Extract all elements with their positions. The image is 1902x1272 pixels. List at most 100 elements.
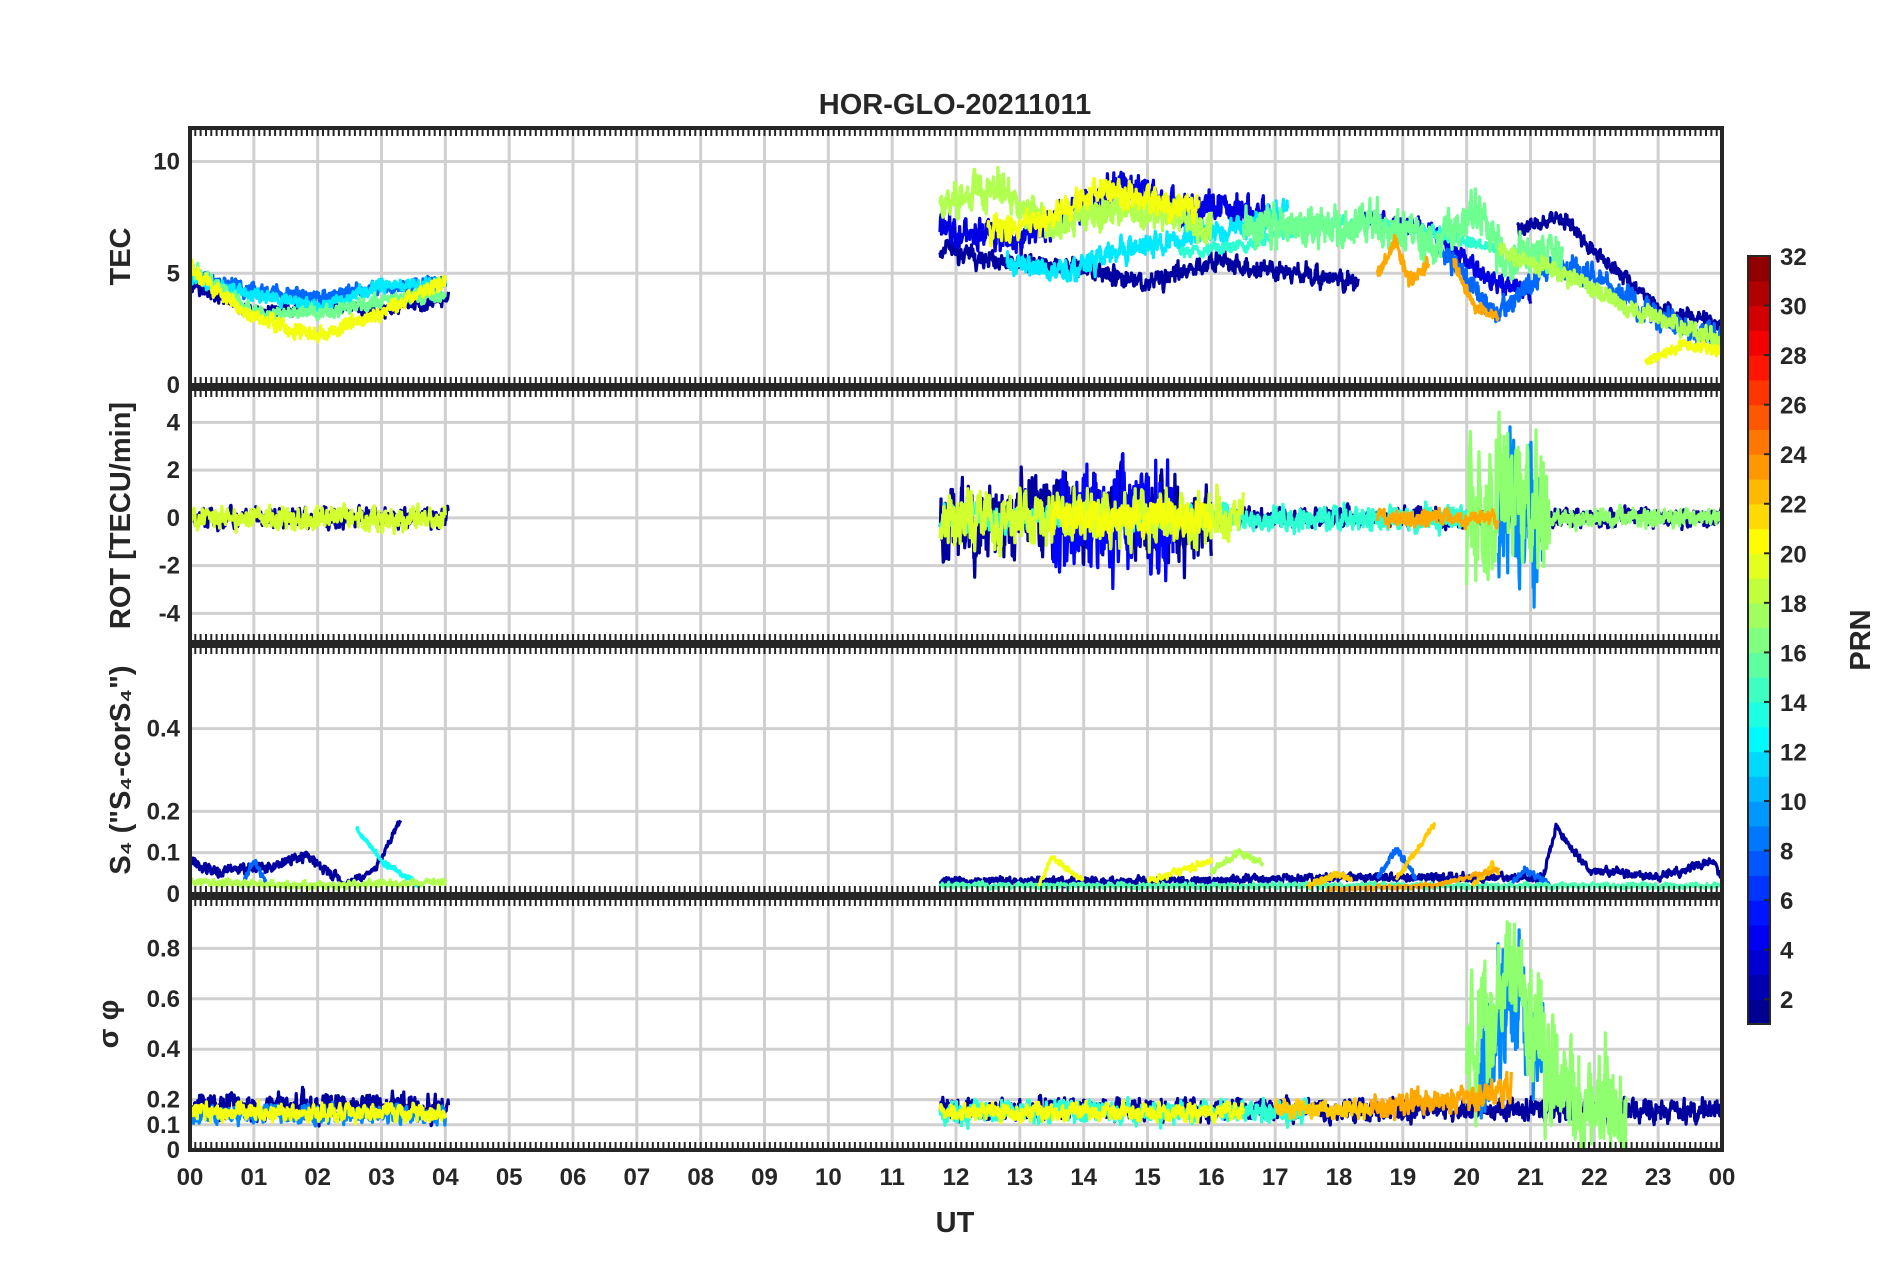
colorbar-tick-label: 4 [1780,938,1794,965]
colorbar-cell [1748,355,1770,381]
y-axis-label-tec: TEC [105,227,137,285]
series-line-prn-17 [1465,410,1552,586]
colorbar-tick-label: 32 [1780,244,1807,271]
colorbar-cell [1748,627,1770,653]
series-line-prn-23 [1369,1070,1513,1122]
colorbar-label: PRN [1845,609,1877,670]
series-group [190,920,1722,1150]
x-tick-label: 12 [943,1164,970,1191]
colorbar-tick-label: 20 [1780,541,1807,568]
x-tick-label: 01 [240,1164,267,1191]
colorbar-tick-label: 28 [1780,343,1807,370]
colorbar-cell [1748,677,1770,703]
colorbar-cell [1748,701,1770,728]
x-tick-label: 22 [1581,1164,1608,1191]
colorbar-cell [1748,280,1770,307]
y-axis-label-rot: ROT [TECU/min] [105,402,137,629]
y-tick-label: 0.2 [147,1087,180,1114]
colorbar-cell [1748,999,1770,1025]
y-tick-label: 5 [167,260,180,287]
colorbar-cell [1748,429,1770,455]
colorbar-tick-label: 22 [1780,492,1807,519]
panel-s4: 0 0.1 0.2 0.4 S₄ ("S₄-corS₄") [105,644,1724,908]
series-line-prn-20 [1146,856,1213,884]
series-line-prn-18 [190,877,447,891]
colorbar-cell [1748,875,1770,901]
colorbar-cell [1748,726,1770,753]
series-line-prn-18 [938,165,1213,245]
colorbar-cell [1748,850,1770,876]
x-tick-label: 18 [1326,1164,1353,1191]
x-tick-label: 20 [1453,1164,1480,1191]
series-line-prn-8 [239,858,268,889]
colorbar-cell [1748,652,1770,678]
x-tick-label: 06 [560,1164,587,1191]
y-tick-label: 0.1 [147,1112,180,1139]
x-tick-label: 17 [1262,1164,1289,1191]
y-tick-label: 0.6 [147,986,180,1013]
y-tick-label: 4 [167,409,181,436]
series-line-prn-8 [1509,865,1552,889]
colorbar-cell [1748,776,1770,802]
series-line-prn-23 [1452,258,1500,322]
series-line-prn-8 [1375,847,1418,881]
series-line-prn-19 [190,502,447,536]
series-line-prn-2 [190,850,345,887]
x-tick-label: 13 [1006,1164,1033,1191]
series-group [190,410,1722,609]
colorbar-cell [1748,553,1770,579]
y-tick-label: 2 [167,457,180,484]
series-line-prn-20 [1050,497,1213,541]
y-tick-label: -4 [159,600,181,627]
series-line-prn-20 [190,1099,447,1126]
y-tick-label: 0.8 [147,935,180,962]
y-tick-label: -2 [159,553,180,580]
colorbar-tick-label: 2 [1780,987,1793,1014]
colorbar-cell [1748,924,1770,951]
series-line-prn-20 [1037,855,1085,887]
colorbar-tick-label: 24 [1780,442,1807,469]
series-line-prn-20 [1644,338,1722,366]
colorbar-cell [1748,404,1770,431]
y-tick-label: 0.2 [147,798,180,825]
series-line-prn-8 [1433,229,1722,355]
series-group [190,165,1722,366]
colorbar-cell [1748,825,1770,852]
chart-title: HOR-GLO-20211011 [819,89,1091,121]
colorbar-tick-label: 26 [1780,393,1807,420]
colorbar-cell [1748,478,1770,505]
x-tick-label: 08 [687,1164,714,1191]
colorbar-tick-label: 6 [1780,888,1793,915]
y-tick-label: 0.1 [147,840,180,867]
colorbar-cell [1748,602,1770,629]
y-tick-label: 0 [167,1137,180,1164]
series-line-prn-19 [938,483,1245,558]
y-tick-label: 0 [167,505,180,532]
colorbar-tick-label: 12 [1780,739,1807,766]
colorbar-cell [1748,900,1770,926]
colorbar-cell [1748,330,1770,356]
colorbar-cell [1748,503,1770,530]
y-tick-label: 10 [153,149,180,176]
colorbar-cell [1748,305,1770,331]
series-line-prn-17 [1465,920,1628,1150]
series-line-prn-23 [1375,233,1430,288]
x-axis-label: UT [936,1207,975,1239]
series-line-prn-2 [1516,210,1722,332]
x-tick-label: 10 [815,1164,842,1191]
x-tick-label: 15 [1134,1164,1161,1191]
colorbar-cell [1748,379,1770,406]
series-line-prn-15 [938,879,1722,892]
series-line-prn-18 [1209,848,1264,875]
colorbar-cell [1748,256,1770,282]
series-line-prn-13 [354,825,421,889]
x-tick-label: 23 [1645,1164,1672,1191]
colorbar-cell [1748,801,1770,827]
series-line-prn-12 [1005,197,1290,283]
minor-ticks [189,389,1723,642]
colorbar-tick-label: 16 [1780,640,1807,667]
minor-ticks [189,646,1723,894]
colorbar-cell [1748,528,1770,554]
x-tick-label: 21 [1517,1164,1544,1191]
